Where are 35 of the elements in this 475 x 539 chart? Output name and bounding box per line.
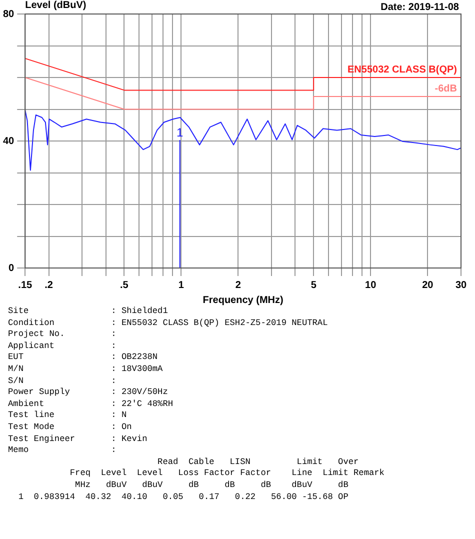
- x-tick-label: 30: [455, 280, 467, 291]
- text: Freq Level Level Loss Factor Factor Line Limit Remark: [68, 468, 386, 480]
- text: 1 0.983914 40.32 40.10 0.05 0.17 0.22 56.00 -15.68 OP: [17, 492, 350, 504]
- annotation: 1: [176, 125, 184, 140]
- y-tick-label: 80: [3, 8, 15, 20]
- text: Test line : N: [8, 410, 128, 422]
- text: Memo :: [8, 445, 118, 457]
- y-tick-label: 40: [3, 136, 15, 147]
- text: Site : Shielded1: [8, 306, 169, 318]
- x-tick-label: 20: [422, 280, 434, 291]
- x-tick-label: 2: [235, 280, 242, 291]
- x-tick-label: 1: [178, 280, 184, 291]
- text: Test Engineer : Kevin: [8, 434, 148, 446]
- text: Applicant :: [8, 340, 118, 352]
- x-tick-label: .5: [120, 280, 129, 291]
- text: Read Cable LISN Limit Over: [156, 456, 360, 468]
- series-label: -6dB: [434, 83, 457, 94]
- text: Power Supply : 230V/50Hz: [8, 387, 169, 399]
- text: Project No. :: [8, 329, 118, 341]
- x-tick-label: 5: [310, 280, 317, 291]
- x-axis-title: Frequency (MHz): [202, 294, 284, 306]
- y-axis-title: Level (dBuV): [25, 0, 86, 11]
- x-tick-label: 10: [365, 280, 377, 291]
- x-tick-label: .2: [44, 280, 54, 291]
- series-label: EN55032 CLASS B(QP): [348, 64, 457, 76]
- text: S/N :: [8, 376, 118, 388]
- text: Test Mode : On: [8, 422, 133, 434]
- text: EUT : OB2238N: [8, 352, 159, 364]
- text: Date: 2019-11-08: [380, 2, 459, 13]
- y-tick-label: 0: [8, 262, 15, 274]
- text: M/N : 18V300mA: [8, 364, 164, 376]
- text: Condition : EN55032 CLASS B(QP) ESH2-Z5-2019 NEUTRAL: [8, 318, 329, 330]
- text: MHz dBuV dBuV dB dB dB dBuV dB: [74, 480, 350, 492]
- x-tick-label: .15: [18, 280, 33, 291]
- text: Ambient : 22'C 48%RH: [8, 398, 174, 410]
